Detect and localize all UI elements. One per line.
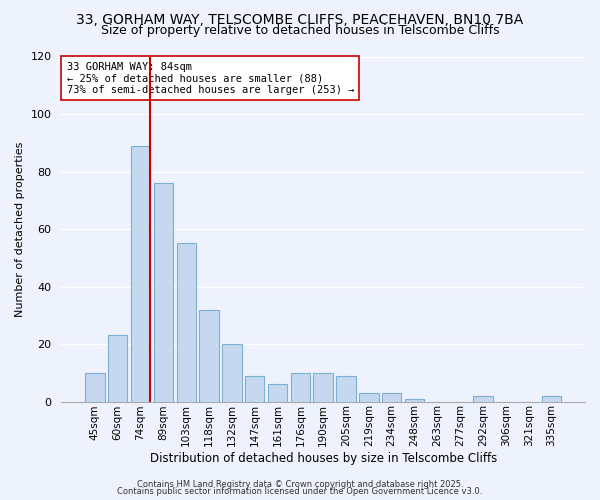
Bar — [268, 384, 287, 402]
Bar — [473, 396, 493, 402]
Bar — [154, 183, 173, 402]
Bar — [85, 373, 104, 402]
Text: Contains HM Land Registry data © Crown copyright and database right 2025.: Contains HM Land Registry data © Crown c… — [137, 480, 463, 489]
Bar — [108, 336, 127, 402]
Text: 33 GORHAM WAY: 84sqm
← 25% of detached houses are smaller (88)
73% of semi-detac: 33 GORHAM WAY: 84sqm ← 25% of detached h… — [67, 62, 354, 95]
X-axis label: Distribution of detached houses by size in Telscombe Cliffs: Distribution of detached houses by size … — [149, 452, 497, 465]
Bar — [245, 376, 265, 402]
Text: Size of property relative to detached houses in Telscombe Cliffs: Size of property relative to detached ho… — [101, 24, 499, 37]
Bar — [382, 393, 401, 402]
Text: 33, GORHAM WAY, TELSCOMBE CLIFFS, PEACEHAVEN, BN10 7BA: 33, GORHAM WAY, TELSCOMBE CLIFFS, PEACEH… — [76, 12, 524, 26]
Bar — [542, 396, 561, 402]
Bar — [131, 146, 150, 402]
Text: Contains public sector information licensed under the Open Government Licence v3: Contains public sector information licen… — [118, 488, 482, 496]
Bar — [290, 373, 310, 402]
Bar — [222, 344, 242, 402]
Bar — [359, 393, 379, 402]
Bar — [176, 244, 196, 402]
Bar — [337, 376, 356, 402]
Bar — [199, 310, 219, 402]
Y-axis label: Number of detached properties: Number of detached properties — [15, 142, 25, 316]
Bar — [313, 373, 333, 402]
Bar — [405, 398, 424, 402]
